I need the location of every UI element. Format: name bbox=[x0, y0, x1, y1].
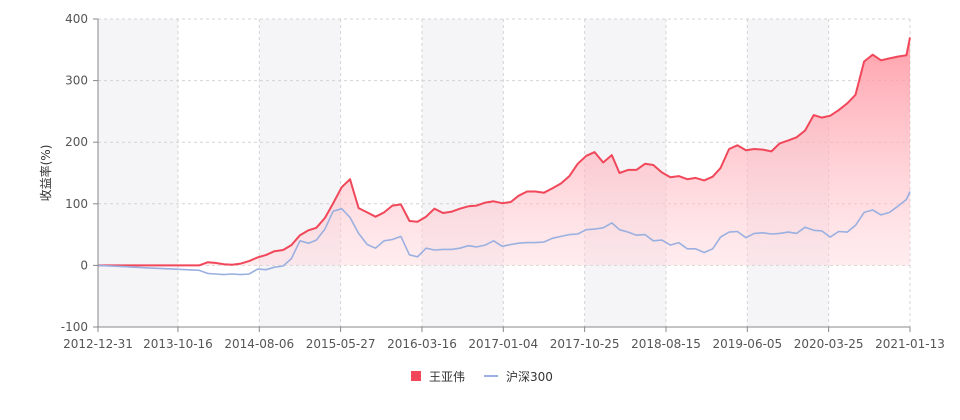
x-tick-label: 2013-10-16 bbox=[143, 337, 213, 351]
series-lines bbox=[97, 37, 911, 276]
x-tick-labels: 2012-12-31 2013-10-16 2014-08-06 2015-05-27… bbox=[63, 337, 945, 351]
x-tick-label: 2014-08-06 bbox=[224, 337, 294, 351]
x-tick-label: 2012-12-31 bbox=[63, 337, 133, 351]
x-tick-label: 2020-03-25 bbox=[794, 337, 864, 351]
x-tick-label: 2021-01-13 bbox=[875, 337, 945, 351]
x-tick-label: 2017-10-25 bbox=[550, 337, 620, 351]
background-band bbox=[98, 19, 178, 327]
y-tick-label: 200 bbox=[65, 135, 88, 149]
series-area-0 bbox=[98, 37, 910, 266]
legend-item-0[interactable]: 王亚伟 bbox=[411, 370, 465, 384]
x-tick-label: 2019-06-05 bbox=[712, 337, 782, 351]
y-tick-label: 300 bbox=[65, 74, 88, 88]
x-tick-label: 2017-01-04 bbox=[468, 337, 538, 351]
legend-label-1: 沪深300 bbox=[506, 370, 553, 384]
y-tick-label: 400 bbox=[65, 12, 88, 26]
background-band bbox=[421, 19, 504, 327]
x-tick-label: 2016-03-16 bbox=[387, 337, 457, 351]
legend-swatch-0 bbox=[411, 371, 421, 381]
legend[interactable]: 王亚伟 沪深300 bbox=[411, 370, 553, 384]
series-line-1 bbox=[97, 191, 911, 276]
y-tick-labels: -100 0 100 200 300 400 bbox=[61, 12, 88, 334]
y-tick-label: 100 bbox=[65, 197, 88, 211]
y-axis-title: 收益率(%) bbox=[38, 145, 53, 202]
series-areas bbox=[98, 37, 910, 266]
series-line-0 bbox=[98, 37, 911, 267]
y-tick-label: -100 bbox=[61, 320, 88, 334]
x-tick-label: 2018-08-15 bbox=[631, 337, 701, 351]
axes bbox=[93, 18, 911, 332]
y-tick-label: 0 bbox=[80, 258, 88, 272]
legend-label-0: 王亚伟 bbox=[429, 370, 465, 384]
background-band bbox=[259, 19, 341, 327]
legend-item-1[interactable]: 沪深300 bbox=[484, 370, 553, 384]
x-tick-label: 2015-05-27 bbox=[306, 337, 376, 351]
